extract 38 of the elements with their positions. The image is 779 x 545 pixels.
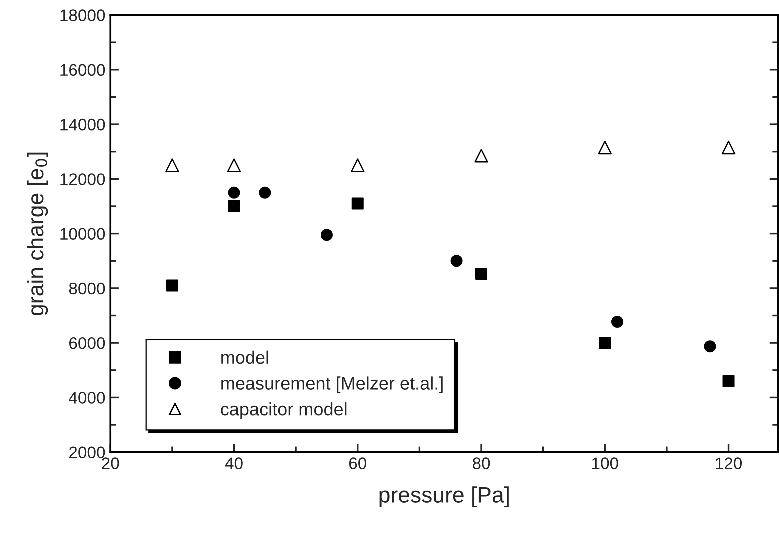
point	[166, 280, 178, 292]
legend-label: model	[222, 350, 268, 364]
y-axis-title: grain charge [e$_{0}$]	[27, 152, 48, 316]
y-tick-label: 18000	[60, 10, 106, 22]
point	[474, 149, 488, 163]
x-tick-label: 60	[349, 458, 366, 470]
point	[259, 186, 272, 199]
point	[228, 186, 240, 199]
y-tick-label: 6000	[70, 337, 106, 350]
x-axis-title: pressure [Pa]	[380, 486, 509, 508]
point	[227, 158, 242, 172]
x-tick-label: 80	[472, 458, 490, 470]
point	[352, 198, 364, 210]
y-tick-label: 12000	[60, 174, 106, 186]
point	[476, 268, 488, 280]
point	[598, 140, 612, 155]
y-tick-label: 4000	[69, 392, 106, 404]
point	[722, 375, 735, 388]
point	[228, 200, 240, 212]
x-tick-label: 40	[225, 458, 243, 470]
y-tick-label: 2000	[70, 446, 106, 459]
point	[611, 316, 624, 328]
y-tick-label: 10000	[60, 228, 106, 240]
point	[722, 140, 736, 155]
point	[704, 340, 716, 353]
x-tick-label: 100	[592, 458, 618, 470]
y-tick-label: 16000	[60, 64, 106, 76]
y-tick-label: 14000	[60, 118, 106, 131]
point	[450, 255, 463, 268]
point	[351, 158, 365, 172]
legend-label: measurement [Melzer et.al.]	[222, 376, 443, 394]
legend-label: capacitor model	[221, 402, 347, 420]
x-tick-label: 120	[716, 458, 742, 470]
point	[599, 337, 612, 350]
point	[166, 158, 180, 172]
y-tick-label: 8000	[69, 282, 106, 295]
point	[320, 229, 333, 242]
x-tick-label: 20	[102, 458, 120, 470]
